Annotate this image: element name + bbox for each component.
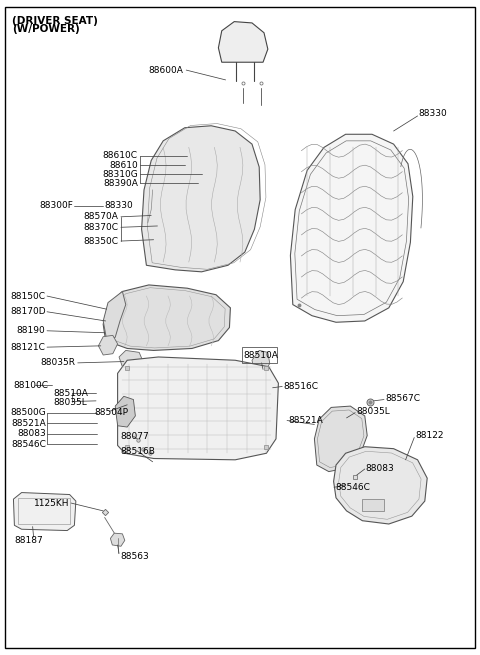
FancyBboxPatch shape [362,499,384,511]
Text: 88546C: 88546C [335,483,370,493]
Text: 88121C: 88121C [11,343,46,352]
Text: 88521A: 88521A [288,416,323,425]
Text: 88546C: 88546C [11,440,46,449]
Polygon shape [290,134,413,322]
Text: 88330: 88330 [105,201,133,210]
Text: 88077: 88077 [120,432,149,441]
Text: 88170D: 88170D [10,307,46,316]
Text: 88122: 88122 [415,431,444,440]
Polygon shape [252,350,270,372]
Polygon shape [115,396,135,427]
Text: 88510A: 88510A [243,350,278,360]
Polygon shape [119,350,143,368]
Text: 88521A: 88521A [12,419,46,428]
Polygon shape [314,406,367,472]
Text: 88300F: 88300F [39,201,73,210]
Polygon shape [103,285,230,350]
Text: 88350C: 88350C [84,236,119,246]
Text: 88190: 88190 [17,326,46,335]
Text: 88330: 88330 [419,109,447,119]
Text: 88516C: 88516C [283,382,318,391]
Text: 88500G: 88500G [11,408,46,417]
Polygon shape [334,447,427,524]
Text: 88610C: 88610C [103,151,138,160]
Text: 88035L: 88035L [54,398,87,407]
Polygon shape [110,533,125,546]
Polygon shape [118,357,278,460]
Text: 88600A: 88600A [148,66,183,75]
Text: 88083: 88083 [366,464,395,473]
Polygon shape [103,291,126,339]
Text: 88510A: 88510A [54,388,89,398]
Text: 88083: 88083 [17,429,46,438]
Text: 88563: 88563 [120,552,149,561]
Text: 88610: 88610 [109,160,138,170]
Polygon shape [142,126,260,272]
Polygon shape [218,22,268,62]
Text: 88100C: 88100C [13,381,48,390]
Text: 88390A: 88390A [103,179,138,188]
Text: (W/POWER): (W/POWER) [12,24,80,34]
Text: 88516B: 88516B [120,447,155,457]
Text: 88310G: 88310G [102,170,138,179]
Text: 88567C: 88567C [385,394,420,403]
Text: 88187: 88187 [14,536,43,545]
Text: 88370C: 88370C [84,223,119,232]
Polygon shape [98,335,118,355]
Text: 88570A: 88570A [84,212,119,221]
Polygon shape [13,493,76,531]
Text: 88504P: 88504P [95,408,129,417]
Text: (DRIVER SEAT): (DRIVER SEAT) [12,16,98,26]
Text: 88150C: 88150C [11,291,46,301]
Text: 88035R: 88035R [41,358,76,367]
Text: 1125KH: 1125KH [34,498,70,508]
Text: 88035L: 88035L [356,407,390,416]
